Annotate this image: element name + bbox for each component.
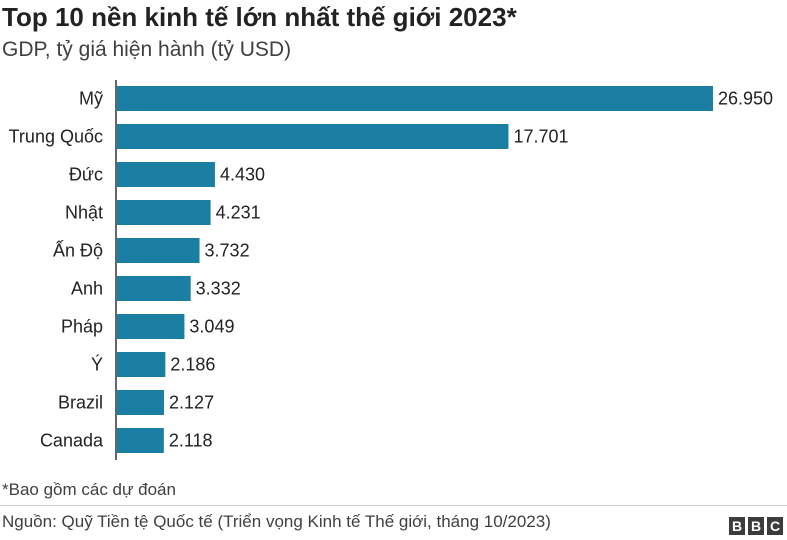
value-label: 2.118 <box>169 431 213 451</box>
category-label: Ấn Độ <box>53 240 103 261</box>
value-label: 3.732 <box>205 241 250 261</box>
bar <box>117 86 713 111</box>
bbc-logo: B B C <box>729 517 783 535</box>
chart-subtitle: GDP, tỷ giá hiện hành (tỷ USD) <box>2 38 292 61</box>
category-label: Brazil <box>58 393 103 413</box>
logo-letter: C <box>767 517 783 535</box>
value-label: 26.950 <box>718 89 773 109</box>
category-label: Ý <box>91 355 103 375</box>
value-label: 4.231 <box>216 203 261 223</box>
chart-title: Top 10 nền kinh tế lớn nhất thế giới 202… <box>2 2 517 32</box>
logo-letter: B <box>748 517 764 535</box>
bar <box>117 314 185 339</box>
bar <box>117 428 164 453</box>
value-label: 3.332 <box>196 279 241 299</box>
footer-divider <box>0 505 787 506</box>
category-label: Trung Quốc <box>9 127 103 147</box>
category-label: Mỹ <box>79 89 103 109</box>
value-label: 3.049 <box>189 317 234 337</box>
value-label: 17.701 <box>513 127 568 147</box>
bar-chart: Mỹ 26.950 Trung Quốc 17.701 Đức 4.430 Nhật 4.23… <box>9 80 773 460</box>
category-label: Đức <box>69 165 103 185</box>
source-text: Nguồn: Quỹ Tiền tệ Quốc tế (Triển vọng K… <box>2 512 551 531</box>
logo-letter: B <box>729 517 745 535</box>
bar <box>117 162 215 187</box>
bar <box>117 124 509 149</box>
bar <box>117 390 165 415</box>
bar <box>117 200 211 225</box>
category-label: Anh <box>71 279 103 299</box>
value-label: 2.127 <box>169 393 214 413</box>
bar <box>117 238 200 263</box>
bar <box>117 276 191 301</box>
category-label: Canada <box>40 431 104 451</box>
value-label: 2.186 <box>170 355 215 375</box>
category-label: Nhật <box>65 203 103 223</box>
value-label: 4.430 <box>220 165 265 185</box>
footnote: *Bao gồm các dự đoán <box>2 480 176 499</box>
bar <box>117 352 166 377</box>
category-label: Pháp <box>61 317 103 337</box>
